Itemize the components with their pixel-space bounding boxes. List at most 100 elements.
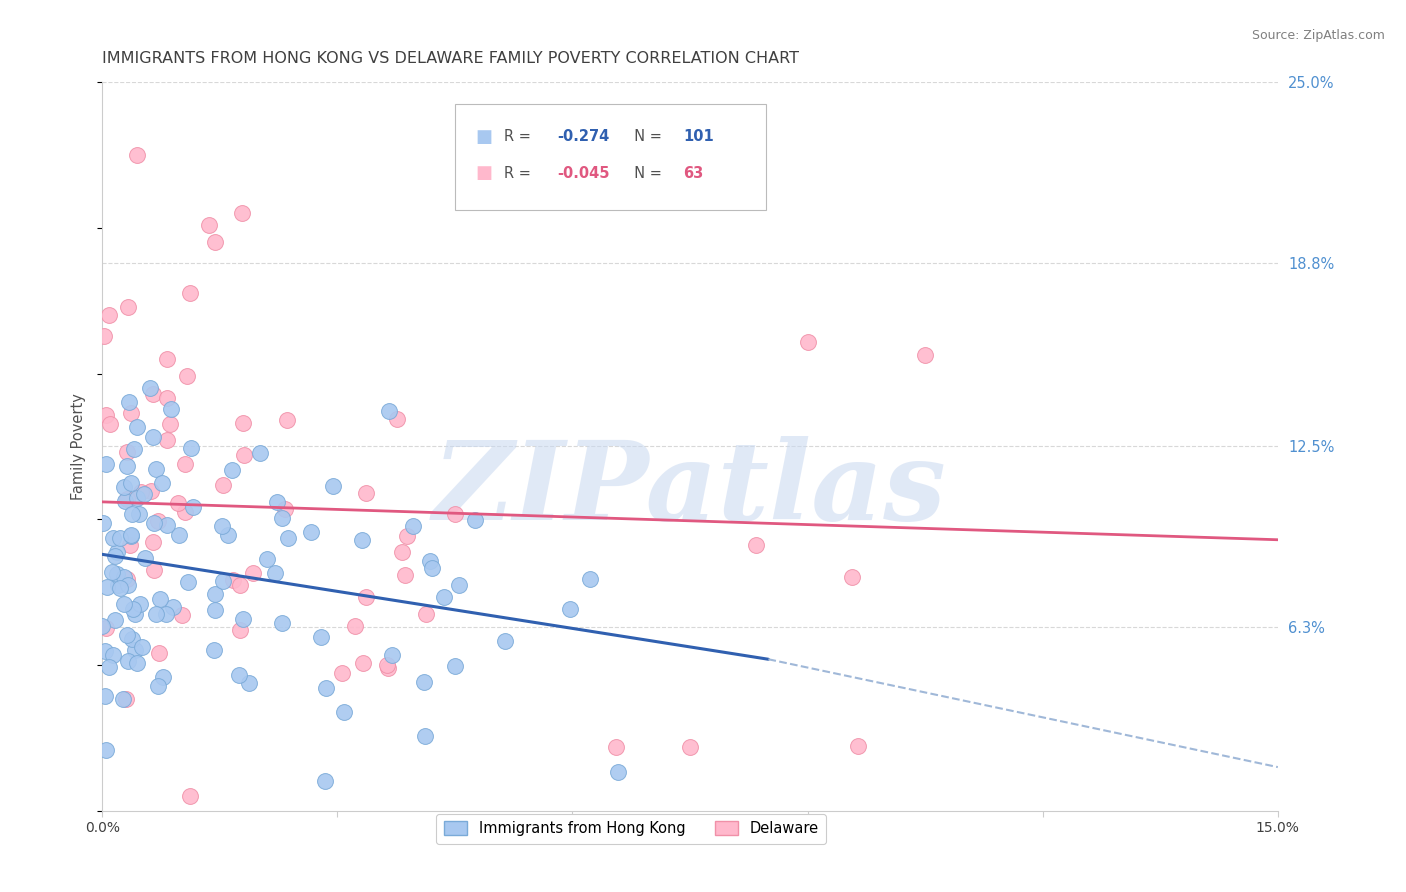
- Point: [274, 502, 297, 516]
- Point: [167, 528, 190, 542]
- Point: [156, 433, 179, 447]
- Point: [121, 632, 143, 646]
- Point: [115, 572, 138, 586]
- Text: N =: N =: [626, 129, 666, 145]
- Point: [356, 590, 378, 604]
- Point: [112, 597, 135, 611]
- Point: [143, 516, 166, 530]
- Point: [112, 570, 135, 584]
- Point: [134, 487, 156, 501]
- Point: [125, 148, 148, 162]
- Point: [120, 476, 142, 491]
- Point: [679, 739, 702, 754]
- Point: [314, 773, 336, 788]
- Point: [111, 691, 134, 706]
- Point: [179, 789, 201, 804]
- Point: [127, 656, 149, 670]
- Point: [120, 529, 142, 543]
- Point: [391, 545, 413, 559]
- Point: [138, 381, 160, 395]
- Point: [494, 633, 516, 648]
- Point: [322, 478, 344, 492]
- Y-axis label: Family Poverty: Family Poverty: [72, 393, 86, 500]
- Text: -0.045: -0.045: [557, 166, 610, 181]
- Point: [120, 527, 142, 541]
- Point: [120, 406, 142, 420]
- Point: [172, 608, 194, 623]
- Point: [117, 654, 139, 668]
- Point: [381, 648, 404, 662]
- Point: [108, 581, 131, 595]
- Point: [149, 592, 172, 607]
- Point: [107, 578, 129, 592]
- Text: N =: N =: [626, 166, 666, 181]
- Point: [94, 408, 117, 422]
- Point: [104, 549, 127, 563]
- Point: [177, 575, 200, 590]
- Point: [217, 528, 239, 542]
- Point: [125, 491, 148, 505]
- Point: [128, 597, 150, 611]
- Point: [402, 518, 425, 533]
- Point: [605, 739, 627, 754]
- Point: [114, 494, 136, 508]
- Point: [156, 391, 179, 405]
- Point: [108, 531, 131, 545]
- Point: [222, 573, 245, 587]
- Point: [117, 458, 139, 473]
- Text: IMMIGRANTS FROM HONG KONG VS DELAWARE FAMILY POVERTY CORRELATION CHART: IMMIGRANTS FROM HONG KONG VS DELAWARE FA…: [103, 51, 799, 66]
- Point: [343, 618, 366, 632]
- Point: [174, 457, 197, 471]
- Point: [385, 412, 408, 426]
- Point: [413, 729, 436, 743]
- Point: [231, 206, 253, 220]
- Point: [160, 402, 183, 417]
- Point: [162, 600, 184, 615]
- Point: [221, 463, 243, 477]
- Point: [179, 286, 201, 301]
- Point: [148, 680, 170, 694]
- Point: [394, 567, 416, 582]
- Point: [447, 578, 470, 592]
- Point: [112, 480, 135, 494]
- Point: [607, 764, 630, 779]
- Point: [159, 417, 181, 431]
- Point: [464, 513, 486, 527]
- Text: -0.274: -0.274: [557, 129, 609, 145]
- Point: [124, 607, 146, 622]
- Point: [211, 519, 233, 533]
- Point: [125, 419, 148, 434]
- Point: [101, 531, 124, 545]
- Point: [142, 430, 165, 444]
- Legend: Immigrants from Hong Kong, Delaware: Immigrants from Hong Kong, Delaware: [436, 814, 825, 844]
- Point: [98, 417, 121, 431]
- Point: [141, 484, 163, 499]
- Text: 101: 101: [683, 129, 714, 145]
- Point: [145, 607, 167, 622]
- Point: [232, 612, 254, 626]
- Point: [377, 658, 399, 673]
- Point: [97, 660, 120, 674]
- Point: [419, 554, 441, 568]
- Point: [121, 602, 143, 616]
- Point: [183, 500, 205, 514]
- Point: [94, 689, 117, 703]
- FancyBboxPatch shape: [456, 104, 766, 210]
- Text: ZIPatlas: ZIPatlas: [433, 436, 948, 544]
- Point: [212, 574, 235, 588]
- Point: [117, 578, 139, 592]
- Point: [433, 591, 456, 605]
- Point: [122, 442, 145, 456]
- Point: [914, 348, 936, 362]
- Point: [124, 642, 146, 657]
- Point: [238, 676, 260, 690]
- Point: [142, 387, 165, 401]
- Point: [129, 485, 152, 500]
- Point: [558, 601, 581, 615]
- Text: ■: ■: [475, 128, 492, 145]
- Point: [155, 607, 177, 622]
- Point: [180, 442, 202, 456]
- Point: [167, 495, 190, 509]
- Point: [121, 507, 143, 521]
- Point: [120, 538, 142, 552]
